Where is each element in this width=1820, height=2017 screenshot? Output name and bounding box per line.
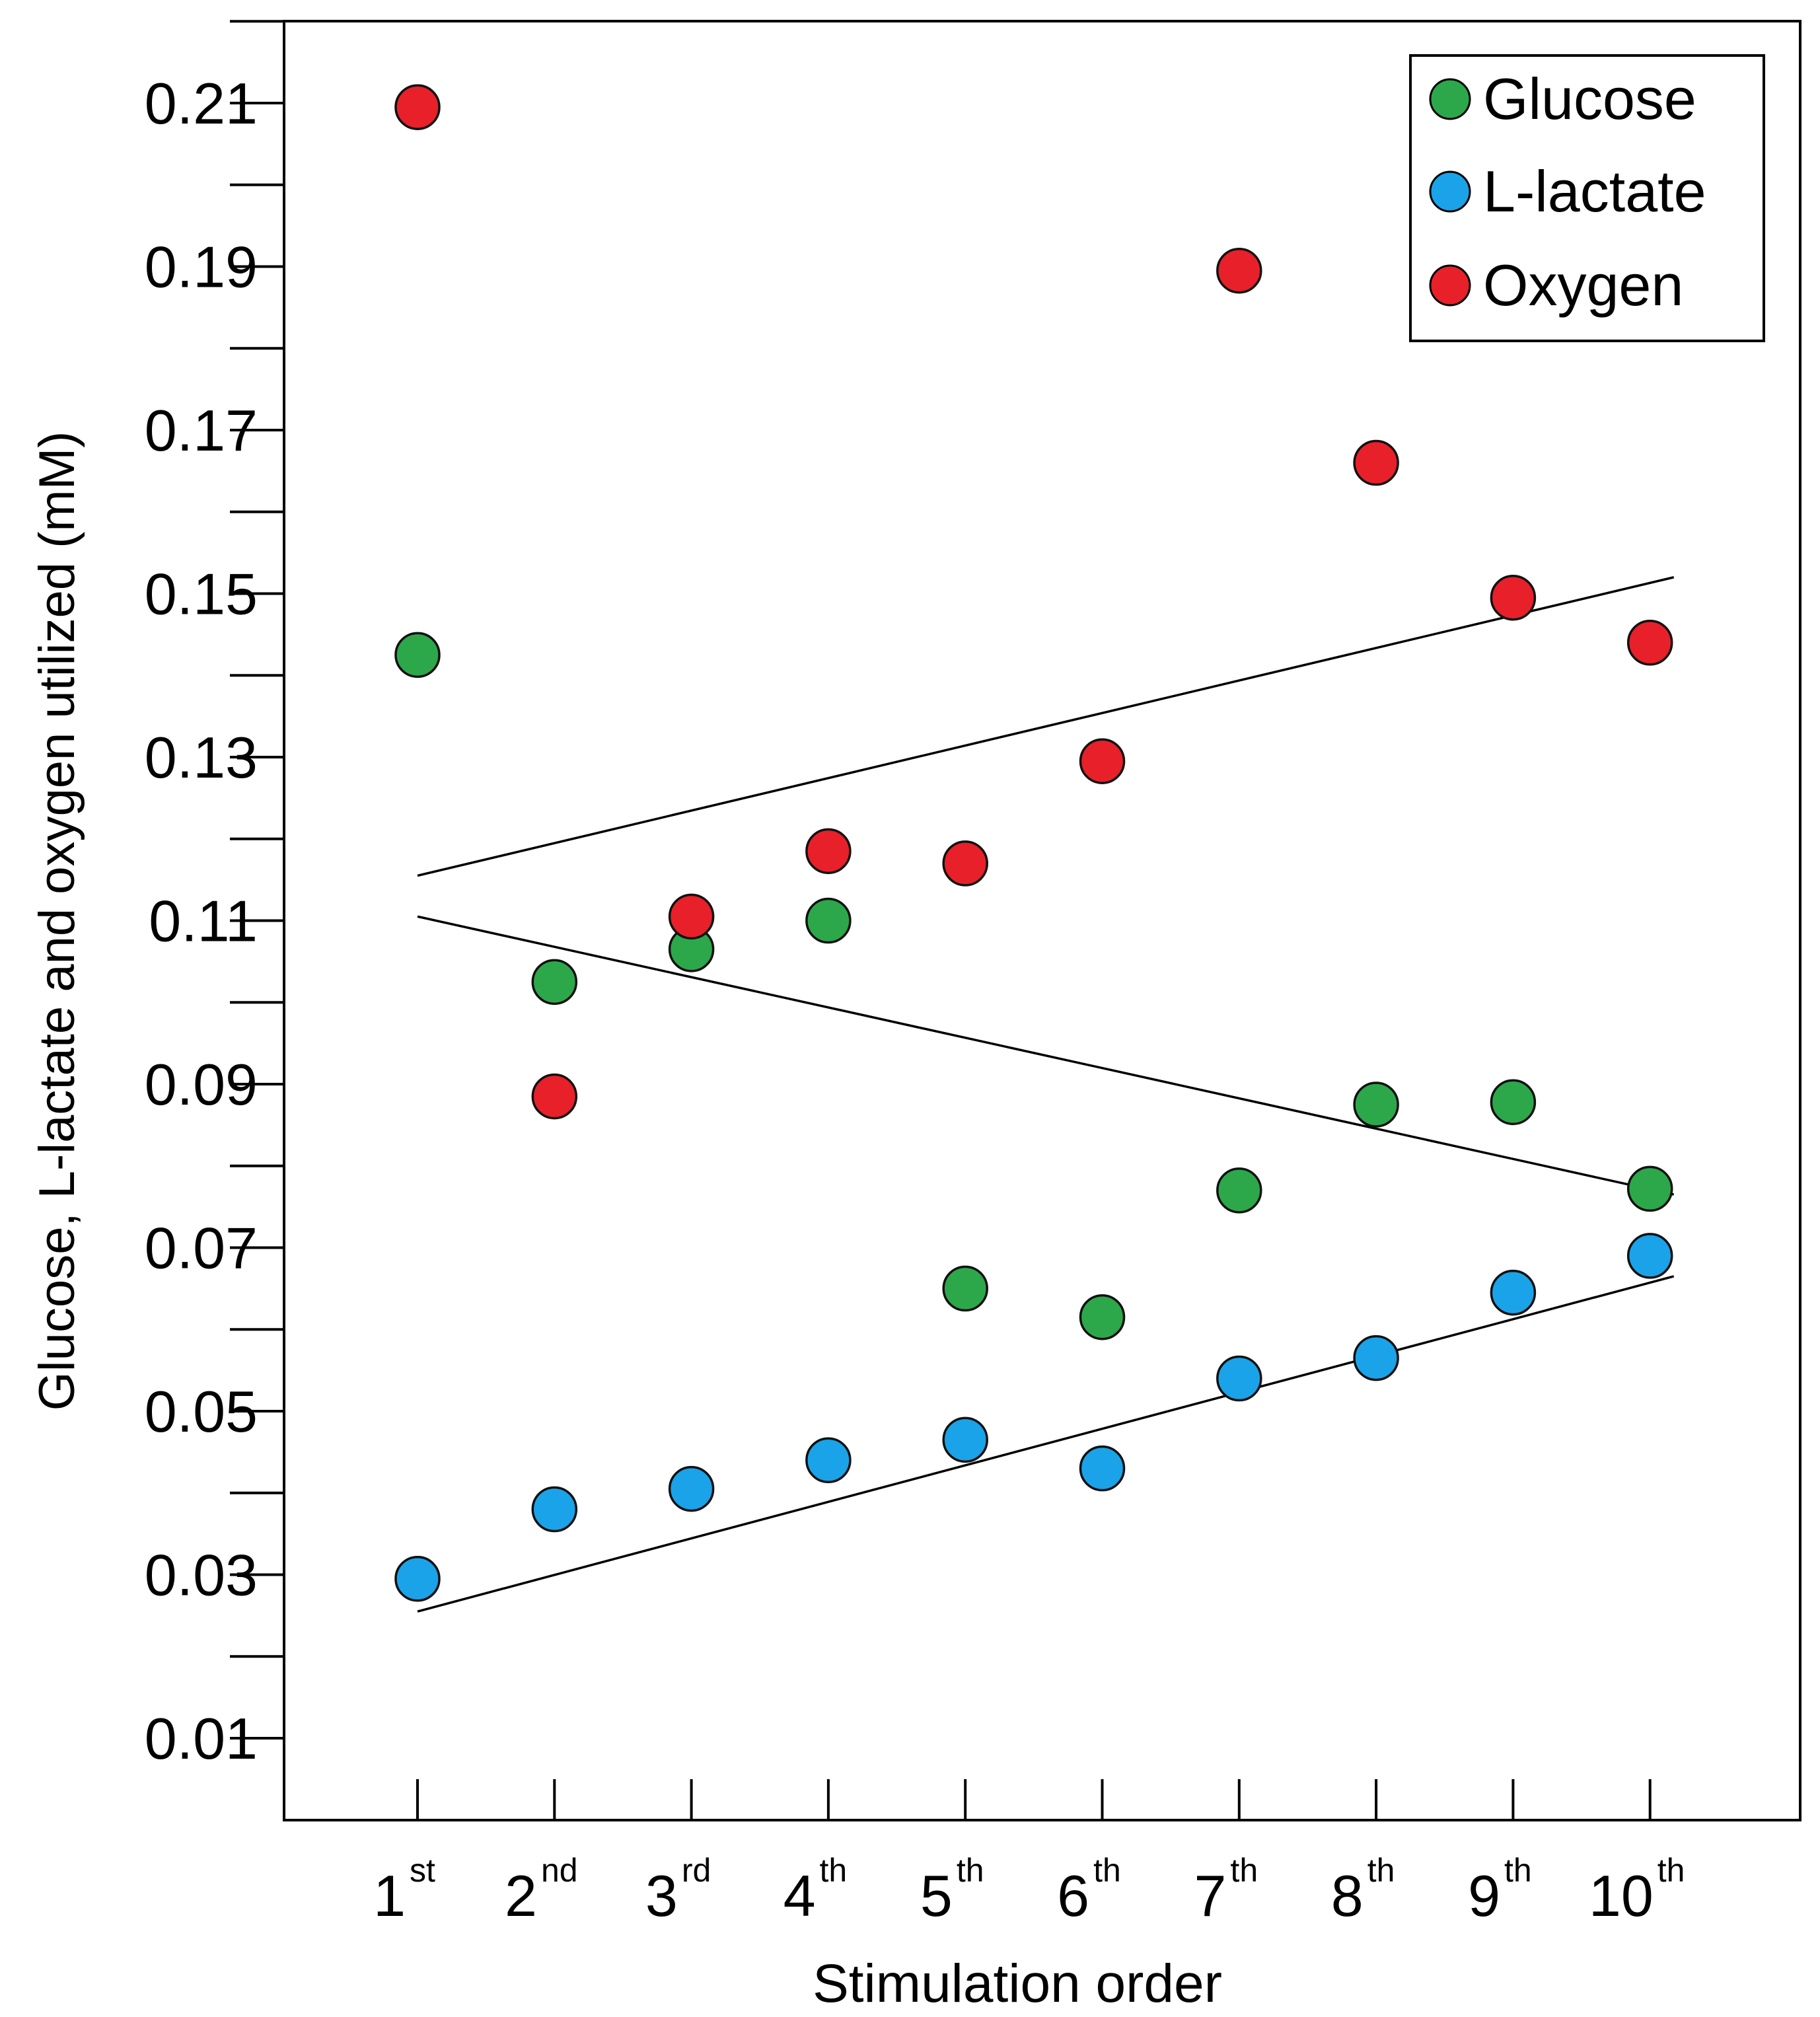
- point-l-lactate: [531, 1486, 578, 1533]
- point-glucose: [942, 1265, 988, 1312]
- legend: Glucose L-lactate Oxygen: [1409, 54, 1765, 342]
- point-oxygen: [1353, 439, 1399, 486]
- point-oxygen: [394, 84, 441, 130]
- point-oxygen: [1626, 620, 1673, 666]
- trend-line-glucose: [417, 915, 1675, 1196]
- y-tick-label: 0.21: [145, 71, 258, 136]
- point-l-lactate: [805, 1437, 852, 1483]
- point-oxygen: [1079, 738, 1126, 784]
- y-tick-label: 0.07: [145, 1216, 258, 1281]
- point-glucose: [531, 959, 578, 1006]
- y-tick-label: 0.17: [145, 398, 258, 463]
- legend-marker-l-lactate: [1429, 170, 1471, 213]
- y-tick-label: 0.13: [145, 725, 258, 790]
- point-glucose: [1626, 1165, 1673, 1212]
- legend-marker-oxygen: [1429, 264, 1471, 307]
- point-oxygen: [531, 1073, 578, 1120]
- y-tick-label: 0.09: [145, 1052, 258, 1117]
- legend-label-oxygen: Oxygen: [1483, 252, 1683, 318]
- legend-label-glucose: Glucose: [1483, 66, 1696, 131]
- y-tick-label: 0.11: [149, 889, 258, 954]
- point-glucose: [805, 897, 852, 944]
- trend-line-l-lactate: [417, 1275, 1675, 1613]
- y-tick-label: 0.15: [145, 562, 258, 627]
- point-l-lactate: [668, 1465, 715, 1512]
- point-oxygen: [668, 893, 715, 940]
- x-axis-title: Stimulation order: [813, 1954, 1222, 2014]
- trend-line-oxygen: [417, 576, 1675, 877]
- data-points: [394, 84, 1673, 1602]
- point-oxygen: [805, 828, 852, 875]
- point-oxygen: [942, 840, 988, 887]
- point-l-lactate: [1626, 1233, 1673, 1279]
- trend-lines: [417, 576, 1675, 1613]
- point-l-lactate: [1490, 1269, 1537, 1316]
- point-l-lactate: [1079, 1445, 1126, 1492]
- y-tick-label: 0.05: [145, 1379, 258, 1444]
- legend-marker-glucose: [1429, 78, 1471, 120]
- point-l-lactate: [394, 1555, 441, 1602]
- point-glucose: [1490, 1079, 1537, 1125]
- point-glucose: [1216, 1167, 1262, 1214]
- y-axis-ticks: 0.01 0.03 0.05 0.07 0.09 0.11 0.13 0.15 0.17 0.19…: [145, 20, 284, 1771]
- point-glucose: [394, 632, 441, 678]
- point-oxygen: [1490, 574, 1537, 621]
- legend-label-l-lactate: L-lactate: [1483, 159, 1706, 224]
- y-tick-label: 0.19: [145, 235, 258, 300]
- y-axis-title: Glucose, L-lactate and oxygen utilized (…: [29, 431, 85, 1411]
- point-glucose: [1353, 1082, 1399, 1128]
- y-tick-label: 0.03: [145, 1543, 258, 1608]
- point-l-lactate: [1216, 1355, 1262, 1402]
- point-glucose: [1079, 1294, 1126, 1340]
- point-oxygen: [1216, 247, 1262, 294]
- y-tick-label: 0.01: [145, 1706, 258, 1771]
- point-l-lactate: [1353, 1335, 1399, 1381]
- point-l-lactate: [942, 1416, 988, 1463]
